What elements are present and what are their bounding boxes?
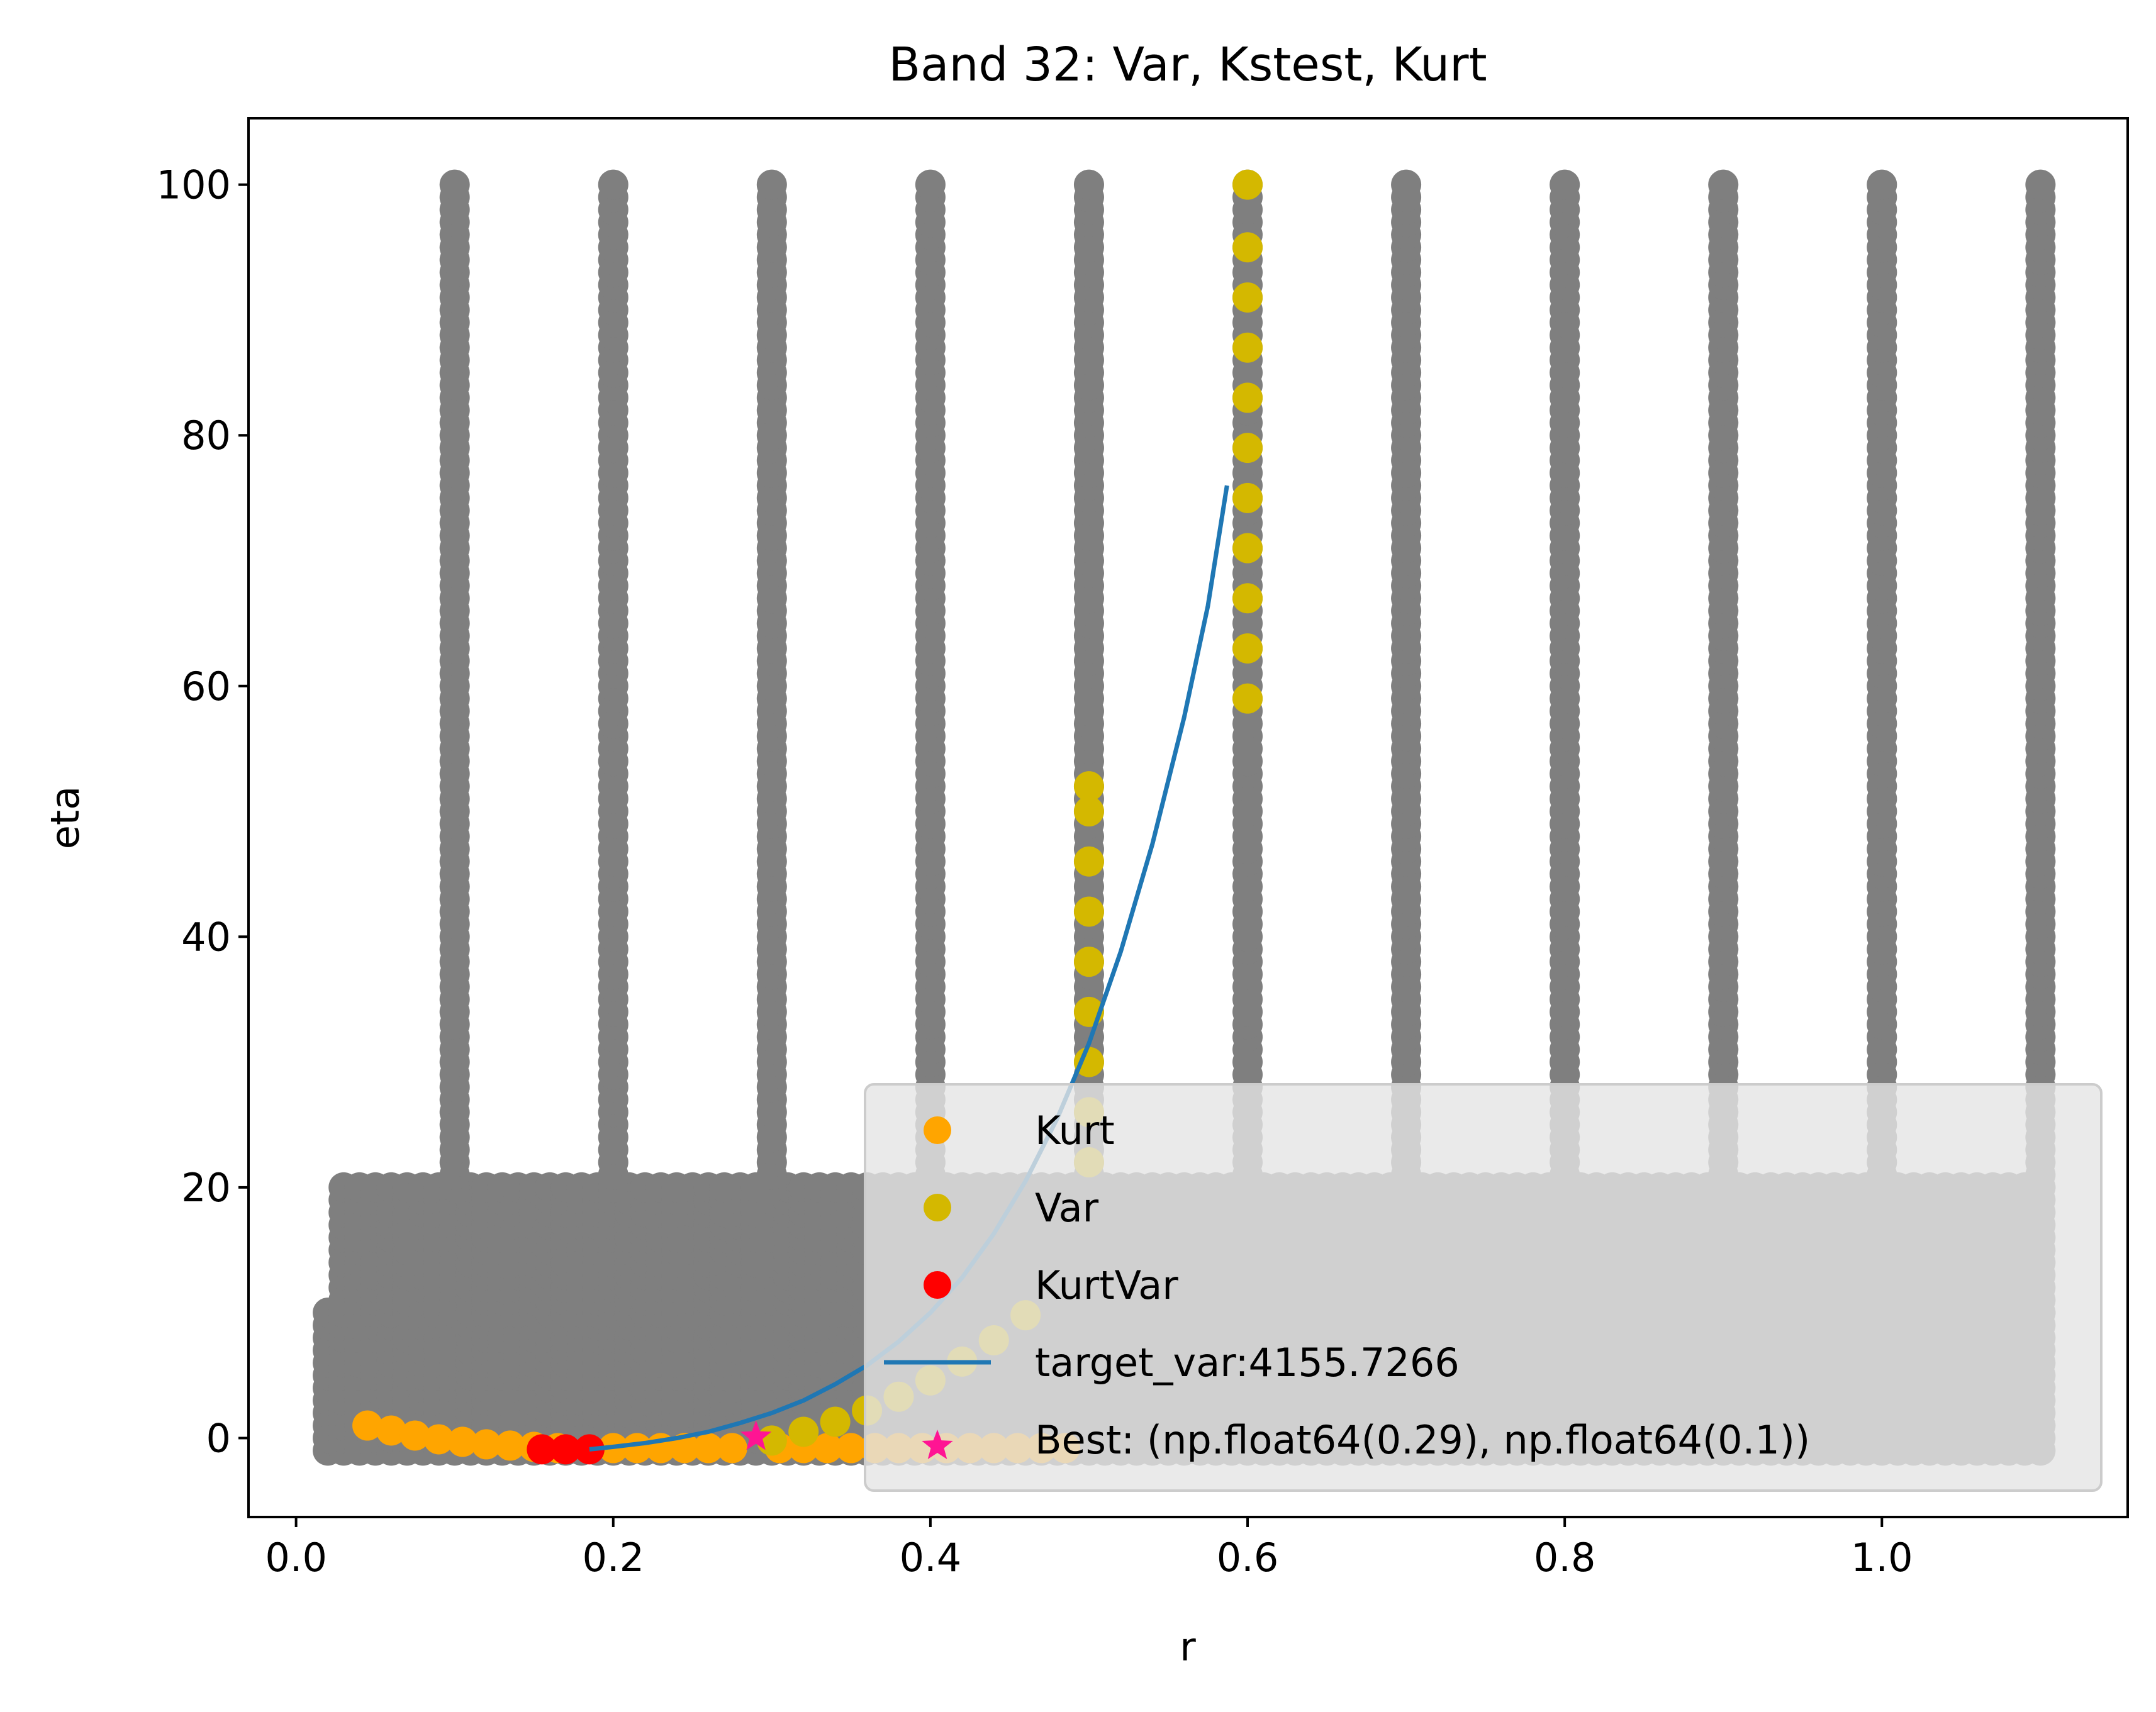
series-0-point — [471, 1429, 502, 1460]
legend-marker-swatch — [924, 1271, 951, 1299]
legend-item: target_var:4155.7266 — [884, 1340, 1460, 1386]
y-tick-label: 0 — [206, 1415, 231, 1461]
series-1-point — [1232, 583, 1263, 614]
grid-point — [756, 169, 787, 200]
y-tick-label: 80 — [181, 413, 231, 459]
grid-point — [915, 169, 946, 200]
grid-point — [2025, 169, 2056, 200]
legend-label: target_var:4155.7266 — [1035, 1340, 1460, 1386]
legend-label: KurtVar — [1035, 1262, 1178, 1308]
axis-ticks: 0.0 0.2 0.4 0.6 0.8 1.0 0 20 40 60 80 100 — [157, 162, 1913, 1581]
series-1-point — [788, 1416, 819, 1447]
legend-marker-swatch — [924, 1116, 951, 1144]
series-2-point — [527, 1434, 557, 1465]
legend-label: Var — [1035, 1185, 1099, 1231]
grid-point — [1550, 169, 1580, 200]
series-1-point — [1232, 433, 1263, 464]
legend-item: Best: (np.float64(0.29), np.float64(0.1)… — [922, 1417, 1810, 1463]
series-2-point — [550, 1434, 581, 1465]
x-tick-label: 0.4 — [900, 1535, 962, 1581]
series-0-point — [494, 1430, 525, 1461]
y-axis-label: eta — [42, 786, 88, 849]
series-0-point — [717, 1433, 747, 1464]
series-1-point — [1073, 896, 1104, 927]
series-0-point — [352, 1410, 383, 1441]
chart-title: Band 32: Var, Kstest, Kurt — [888, 38, 1487, 92]
series-1-point — [1232, 282, 1263, 313]
y-tick-label: 20 — [181, 1165, 231, 1211]
legend-label: Kurt — [1035, 1108, 1115, 1153]
y-tick-label: 40 — [181, 914, 231, 960]
x-tick-label: 0.6 — [1217, 1535, 1279, 1581]
series-1-point — [1073, 1047, 1104, 1077]
series-1-point — [1232, 633, 1263, 664]
legend-box — [864, 1083, 2103, 1492]
series-4 — [740, 1420, 772, 1450]
series-1-point — [1073, 796, 1104, 827]
grid-point — [1867, 169, 1897, 200]
x-tick-label: 1.0 — [1851, 1535, 1913, 1581]
legend-item: Var — [924, 1185, 1099, 1231]
series-1-point — [1232, 382, 1263, 413]
series-1-point — [1232, 683, 1263, 714]
legend-item: KurtVar — [924, 1262, 1178, 1308]
series-1-point — [820, 1406, 851, 1437]
legend-item: Kurt — [924, 1108, 1115, 1153]
x-tick-label: 0.0 — [265, 1535, 327, 1581]
y-tick-label: 100 — [157, 162, 231, 208]
axes-frame — [247, 117, 2129, 1518]
series-0-point — [622, 1433, 652, 1464]
best-star-marker — [740, 1420, 772, 1450]
grid-point — [439, 169, 470, 200]
series-1-point — [1232, 533, 1263, 564]
series-1-point — [1073, 846, 1104, 877]
series-1-point — [1232, 332, 1263, 363]
series-0-point — [812, 1433, 843, 1464]
legend: KurtVarKurtVartarget_var:4155.7266Best: … — [864, 1083, 2103, 1492]
series-1-point — [1232, 482, 1263, 513]
series-1-point — [1232, 232, 1263, 263]
legend-label: Best: (np.float64(0.29), np.float64(0.1)… — [1035, 1417, 1810, 1463]
x-tick-label: 0.2 — [582, 1535, 644, 1581]
grid-point — [1391, 169, 1422, 200]
grid-point — [598, 169, 628, 200]
legend-marker-swatch — [924, 1194, 951, 1221]
series-1-point — [1073, 771, 1104, 802]
series-1-point — [1232, 169, 1263, 200]
series-0-point — [376, 1415, 406, 1446]
series-0-point — [669, 1433, 700, 1464]
series-0-point — [447, 1426, 478, 1457]
series-1-point — [1073, 947, 1104, 977]
series-0-point — [399, 1420, 430, 1451]
series-0-point — [835, 1433, 866, 1464]
x-axis-label: r — [1180, 1624, 1196, 1670]
grid-point — [1708, 169, 1739, 200]
series-0-point — [693, 1433, 723, 1464]
x-tick-label: 0.8 — [1534, 1535, 1596, 1581]
y-tick-label: 60 — [181, 664, 231, 709]
series-0-point — [423, 1424, 454, 1455]
legend-star-swatch — [922, 1430, 953, 1459]
grid-point — [1073, 169, 1104, 200]
